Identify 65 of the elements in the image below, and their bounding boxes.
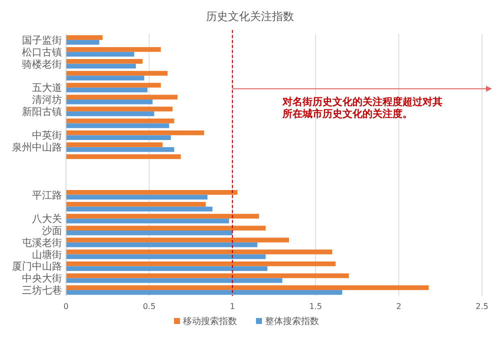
bar — [66, 135, 171, 140]
y-tick-label: 国子监街 — [22, 34, 62, 46]
y-tick-label: 屯溪老街 — [22, 236, 62, 249]
bar — [66, 285, 429, 290]
bar — [66, 118, 174, 124]
y-tick-label: 中英街 — [32, 130, 62, 142]
y-tick-label: 山塘街 — [32, 248, 62, 261]
bar — [66, 47, 161, 52]
bar — [66, 88, 148, 92]
y-tick-label: 沙面 — [42, 225, 62, 237]
annotation: 对名街历史文化的关注程度超过对其所在城市历史文化的关注度。 — [282, 96, 442, 121]
bar — [66, 194, 208, 200]
bar — [66, 214, 260, 219]
y-tick-label: 清河坊 — [32, 94, 62, 106]
bar — [66, 100, 153, 104]
x-tick-label: 2 — [396, 302, 402, 311]
bar — [66, 218, 230, 224]
bar — [66, 238, 289, 242]
y-tick-label: 中央大街 — [22, 272, 62, 285]
legend-label: 移动搜索指数 — [183, 316, 237, 327]
bar — [66, 190, 238, 195]
bar — [66, 76, 144, 80]
x-tick-label: 2.5 — [476, 302, 488, 311]
bar — [66, 266, 268, 271]
bar — [66, 273, 349, 278]
bar — [66, 242, 258, 248]
chart-title: 历史文化关注指数 — [206, 10, 294, 23]
bar — [66, 154, 181, 160]
y-tick-label: 平江路 — [32, 189, 62, 202]
bar — [66, 59, 143, 64]
x-tick-label: 0 — [63, 302, 69, 311]
y-tick-label: 松口古镇 — [22, 46, 62, 58]
bar — [66, 202, 206, 207]
y-tick-label: 骑楼老街 — [22, 58, 62, 70]
bar — [66, 142, 163, 148]
bar — [66, 111, 154, 116]
x-tick-label: 1.5 — [309, 302, 322, 311]
bar — [66, 40, 100, 45]
bar — [66, 230, 232, 236]
bar — [66, 94, 178, 100]
bar — [66, 278, 282, 283]
bar — [66, 147, 174, 152]
bar — [66, 130, 204, 136]
bar — [66, 290, 342, 295]
bar — [66, 261, 336, 266]
bar — [66, 226, 266, 230]
x-tick-label: 1 — [230, 302, 235, 311]
bar — [66, 35, 103, 40]
bar — [66, 70, 168, 76]
y-tick-label: 厦门中山路 — [12, 260, 62, 273]
bar — [66, 52, 134, 57]
y-tick-label: 八大关 — [32, 213, 62, 226]
y-tick-label: 泉州中山路 — [12, 142, 62, 154]
bar — [66, 106, 172, 112]
bar — [66, 254, 266, 260]
legend-label: 整体搜索指数 — [265, 316, 319, 327]
bar — [66, 64, 136, 69]
y-tick-label: 三坊七巷 — [22, 284, 62, 297]
x-tick-label: 0.5 — [142, 302, 156, 311]
bar — [66, 206, 212, 212]
y-tick-label: 新阳古镇 — [22, 106, 62, 118]
bar — [66, 82, 161, 88]
bar — [66, 123, 170, 128]
y-tick-label: 五大道 — [32, 82, 62, 94]
bar — [66, 250, 332, 254]
